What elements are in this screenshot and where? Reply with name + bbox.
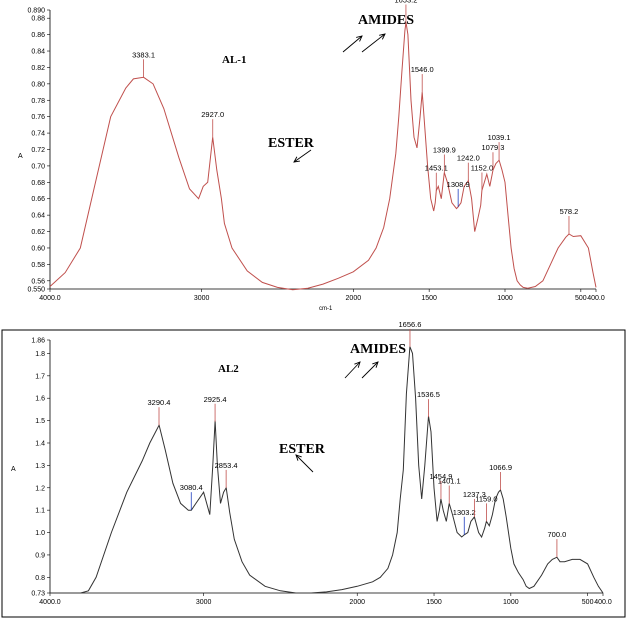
panel-al2: AL2 A AMIDES ESTER 1.86 1.8 1.7 1.6 1.5 1.4 1.… [11,320,612,606]
y-tick-label: 0.64 [31,213,45,220]
peak-label: 2853.4 [215,461,238,470]
y-tick-label: 1.7 [35,373,45,380]
annotation-ester: ESTER [279,442,326,457]
peak-label: 1079.3 [481,143,504,152]
y-tick-label: 0.82 [31,65,45,72]
peak-label: 3080.4 [180,483,203,492]
annotation-arrow [295,454,314,473]
peak-label: 1308.9 [447,180,470,189]
peak-label: 1454.9 [429,472,452,481]
peak-label: 3290.4 [148,398,171,407]
x-tick-label: 1500 [426,599,442,606]
y-tick-label: 0.8 [35,575,45,582]
y-tick-label: 0.76 [31,114,45,121]
y-tick-label: 1.0 [35,530,45,537]
y-tick-label: 0.66 [31,196,45,203]
peak-label: 2925.4 [204,395,227,404]
annotation-arrow [361,33,386,53]
y-tick-label: 0.84 [31,49,45,56]
sample-label-al2: AL2 [218,363,239,375]
annotation-arrow-head [293,156,300,163]
y-tick-label: 1.8 [35,351,45,358]
y-tick-label: 0.9 [35,552,45,559]
y-tick-label: 0.68 [31,180,45,187]
y-tick-label: 0.78 [31,98,45,105]
x-tick-label: 400.0 [594,599,612,606]
axis-lines [49,340,603,594]
x-tick-label: 1000 [503,599,519,606]
y-tick-label: 0.86 [31,32,45,39]
y-tick-label: 0.890 [27,8,45,15]
peak-label: 1066.9 [489,463,512,472]
x-tick-label: 400.0 [587,295,605,302]
y-tick-label: 0.73 [31,591,45,598]
y-tick-label: 0.550 [27,287,45,294]
y-tick-label: 0.80 [31,81,45,88]
peak-label: 1039.1 [488,133,511,142]
peak-label: 1453.1 [425,164,448,173]
y-tick-label: 0.62 [31,229,45,236]
annotation-arrow [342,35,363,53]
annotation-arrow-head [295,454,302,461]
peak-label: 1653.2 [394,0,417,5]
annotation-arrow-head [356,35,363,42]
spectrum-line [49,22,597,291]
peak-label: 1536.5 [417,390,440,399]
x-axis-label: cm-1 [319,306,333,312]
y-tick-label: 1.86 [31,338,45,345]
y-tick-label: 0.58 [31,262,45,269]
y-tick-label: 1.6 [35,396,45,403]
sample-label-al-1: AL-1 [222,54,246,66]
peak-label: 1546.0 [411,65,434,74]
bottom-panel-frame [1,329,626,618]
peak-label: 700.0 [548,530,567,539]
x-tick-label: 500 [575,295,587,302]
x-tick-label: 3000 [194,295,210,302]
y-tick-label: 0.60 [31,245,45,252]
peak-label: 1159.0 [475,494,497,503]
y-tick-label: 0.74 [31,131,45,138]
x-tick-label: 4000.0 [39,295,61,302]
x-tick-label: 1500 [421,295,437,302]
annotation-arrow [361,361,379,379]
y-tick-label: 1.3 [35,463,45,470]
peak-label: 1656.6 [398,320,421,329]
x-tick-label: 4000.0 [39,599,61,606]
x-tick-label: 1000 [497,295,513,302]
annotation-ester: ESTER [268,136,315,151]
spectrum-line [50,346,604,594]
peak-label: 1242.0 [457,154,480,163]
annotation-amides: AMIDES [358,13,414,28]
y-axis-label: A [18,153,23,160]
y-tick-label: 1.2 [35,485,45,492]
annotation-amides: AMIDES [350,342,406,357]
y-tick-label: 0.88 [31,16,45,23]
y-tick-label: 0.56 [31,278,45,285]
peak-label: 1399.9 [433,146,456,155]
peak-label: 1152.0 [471,164,493,173]
peak-label: 1401.1 [438,477,461,486]
peak-label: 3383.1 [132,50,155,59]
y-tick-label: 0.72 [31,147,45,154]
annotation-arrow-head [379,33,386,40]
peak-label: 1303.2 [453,508,476,517]
peak-label: 2927.0 [201,110,224,119]
peak-label: 1237.3 [463,490,486,499]
y-axis-label: A [11,466,16,473]
y-tick-label: 1.1 [35,508,45,515]
x-tick-label: 3000 [196,599,212,606]
annotation-arrow-head [354,361,361,368]
x-tick-label: 2000 [346,295,362,302]
peak-label: 578.2 [560,207,579,216]
y-tick-label: 1.4 [35,440,45,447]
annotation-arrow [293,149,312,163]
y-tick-label: 1.5 [35,418,45,425]
annotation-arrow [344,361,361,379]
y-tick-label: 0.70 [31,163,45,170]
annotation-arrow-head [372,361,379,368]
x-tick-label: 500 [582,599,594,606]
x-tick-label: 2000 [349,599,365,606]
